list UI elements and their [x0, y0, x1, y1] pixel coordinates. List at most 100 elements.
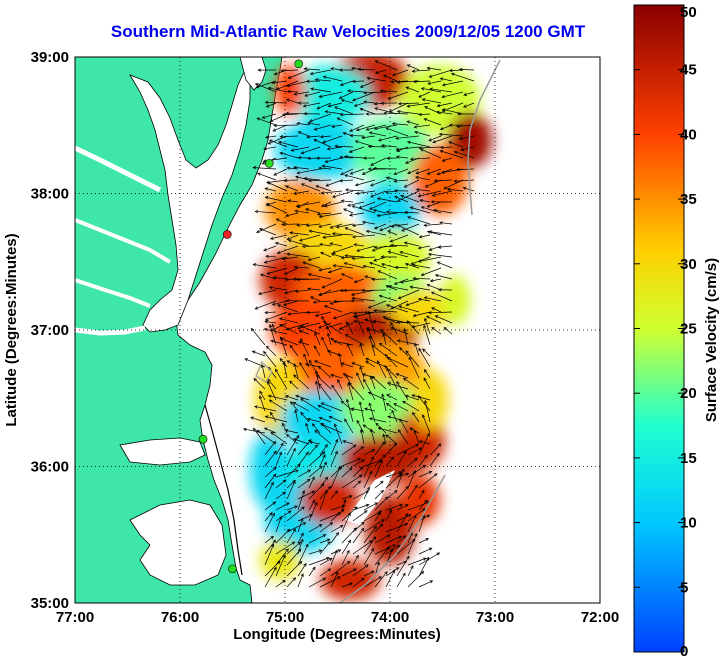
velocity-arrow [286, 435, 300, 456]
velocity-arrow [300, 412, 310, 423]
velocity-arrow [352, 527, 365, 544]
velocity-arrow [285, 185, 299, 192]
velocity-arrowhead [357, 458, 362, 462]
velocity-arrowhead [339, 288, 344, 293]
velocity-arrow [272, 80, 288, 84]
velocity-arrowhead [303, 563, 307, 567]
velocity-arrow [330, 509, 345, 522]
velocity-arrowhead [313, 139, 318, 143]
velocity-arrowhead [309, 71, 314, 76]
velocity-arrow [396, 514, 412, 522]
velocity-arrow [286, 549, 302, 566]
velocity-arrow [418, 538, 429, 544]
velocity-arrow [284, 267, 299, 275]
velocity-arrow [299, 330, 310, 335]
velocity-arrowhead [351, 362, 356, 366]
velocity-arrowhead [308, 229, 313, 233]
velocity-arrowhead [411, 69, 416, 73]
velocity-arrow [410, 207, 431, 214]
velocity-arrow [407, 458, 418, 467]
velocity-arrowhead [286, 502, 290, 506]
velocity-arrowhead [312, 300, 317, 304]
velocity-arrowhead [403, 328, 407, 332]
velocity-arrow [383, 316, 398, 324]
velocity-arrowhead [286, 84, 291, 88]
velocity-arrow [286, 322, 310, 330]
velocity-arrowhead [403, 450, 407, 455]
velocity-arrow [437, 102, 453, 107]
velocity-arrowhead [463, 92, 467, 96]
velocity-arrow [422, 98, 442, 104]
velocity-arrow [265, 311, 288, 321]
velocity-arrow [363, 471, 373, 489]
velocity-arrowhead [290, 401, 294, 405]
velocity-arrow [263, 146, 277, 150]
velocity-arrowhead [286, 252, 290, 256]
velocity-arrow [294, 410, 299, 423]
velocity-arrow [322, 135, 343, 143]
velocity-arrowhead [329, 522, 334, 526]
velocity-arrow [352, 466, 363, 478]
velocity-arrow [427, 284, 442, 291]
velocity-arrow [333, 340, 354, 346]
velocity-arrowhead [329, 301, 334, 305]
velocity-arrow [318, 289, 343, 296]
velocity-arrowhead [268, 285, 273, 290]
velocity-arrowhead [343, 288, 347, 293]
velocity-arrow [306, 223, 321, 227]
velocity-arrowhead [281, 113, 286, 117]
velocity-arrow [424, 118, 442, 126]
velocity-arrowhead [301, 490, 306, 494]
velocity-arrow [370, 179, 387, 187]
velocity-arrowhead [295, 469, 299, 473]
velocity-arrowhead [314, 501, 318, 506]
velocity-arrowhead [428, 247, 433, 251]
velocity-arrowhead [422, 514, 426, 519]
velocity-arrow [406, 320, 420, 335]
velocity-arrowhead [292, 528, 296, 533]
velocity-arrowhead [431, 193, 436, 197]
velocity-arrow [265, 255, 277, 258]
velocity-arrow [286, 434, 299, 445]
velocity-arrowhead [360, 577, 365, 582]
velocity-arrowhead [372, 536, 376, 540]
velocity-arrow [361, 135, 376, 139]
velocity-arrowhead [373, 102, 378, 106]
velocity-arrow [282, 113, 299, 116]
velocity-arrowhead [322, 577, 327, 581]
velocity-arrow [418, 515, 425, 533]
velocity-arrowhead [436, 552, 441, 556]
velocity-arrowhead [300, 532, 304, 537]
velocity-arrow [286, 505, 298, 511]
velocity-arrowhead [253, 378, 257, 382]
velocity-arrow [360, 429, 365, 445]
velocity-arrowhead [353, 568, 357, 572]
velocity-arrow [296, 122, 310, 126]
velocity-arrowhead [417, 259, 422, 263]
velocity-arrow [359, 201, 376, 209]
velocity-arrow [314, 124, 332, 130]
velocity-arrowhead [368, 206, 373, 210]
velocity-arrow [434, 179, 453, 182]
velocity-arrowhead [353, 243, 358, 247]
velocity-arrowhead [428, 547, 433, 551]
velocity-arrowhead [414, 532, 418, 537]
velocity-arrow [345, 227, 365, 236]
velocity-arrowhead [355, 314, 359, 319]
velocity-arrowhead [402, 400, 406, 404]
velocity-arrow [387, 230, 398, 236]
velocity-arrow [356, 124, 376, 131]
velocity-arrowhead [360, 527, 365, 532]
velocity-arrow [432, 190, 453, 197]
velocity-arrowhead [359, 366, 363, 370]
velocity-arrowhead [338, 68, 343, 72]
velocity-arrowhead [405, 504, 409, 508]
velocity-arrow [384, 365, 398, 379]
velocity-arrowhead [285, 434, 290, 438]
velocity-arrow [404, 211, 420, 214]
velocity-arrow [304, 68, 321, 71]
velocity-arrowhead [436, 452, 440, 457]
velocity-arrowhead [395, 155, 400, 159]
delaware-bay [239, 57, 267, 91]
chesapeake-bay [129, 69, 251, 333]
